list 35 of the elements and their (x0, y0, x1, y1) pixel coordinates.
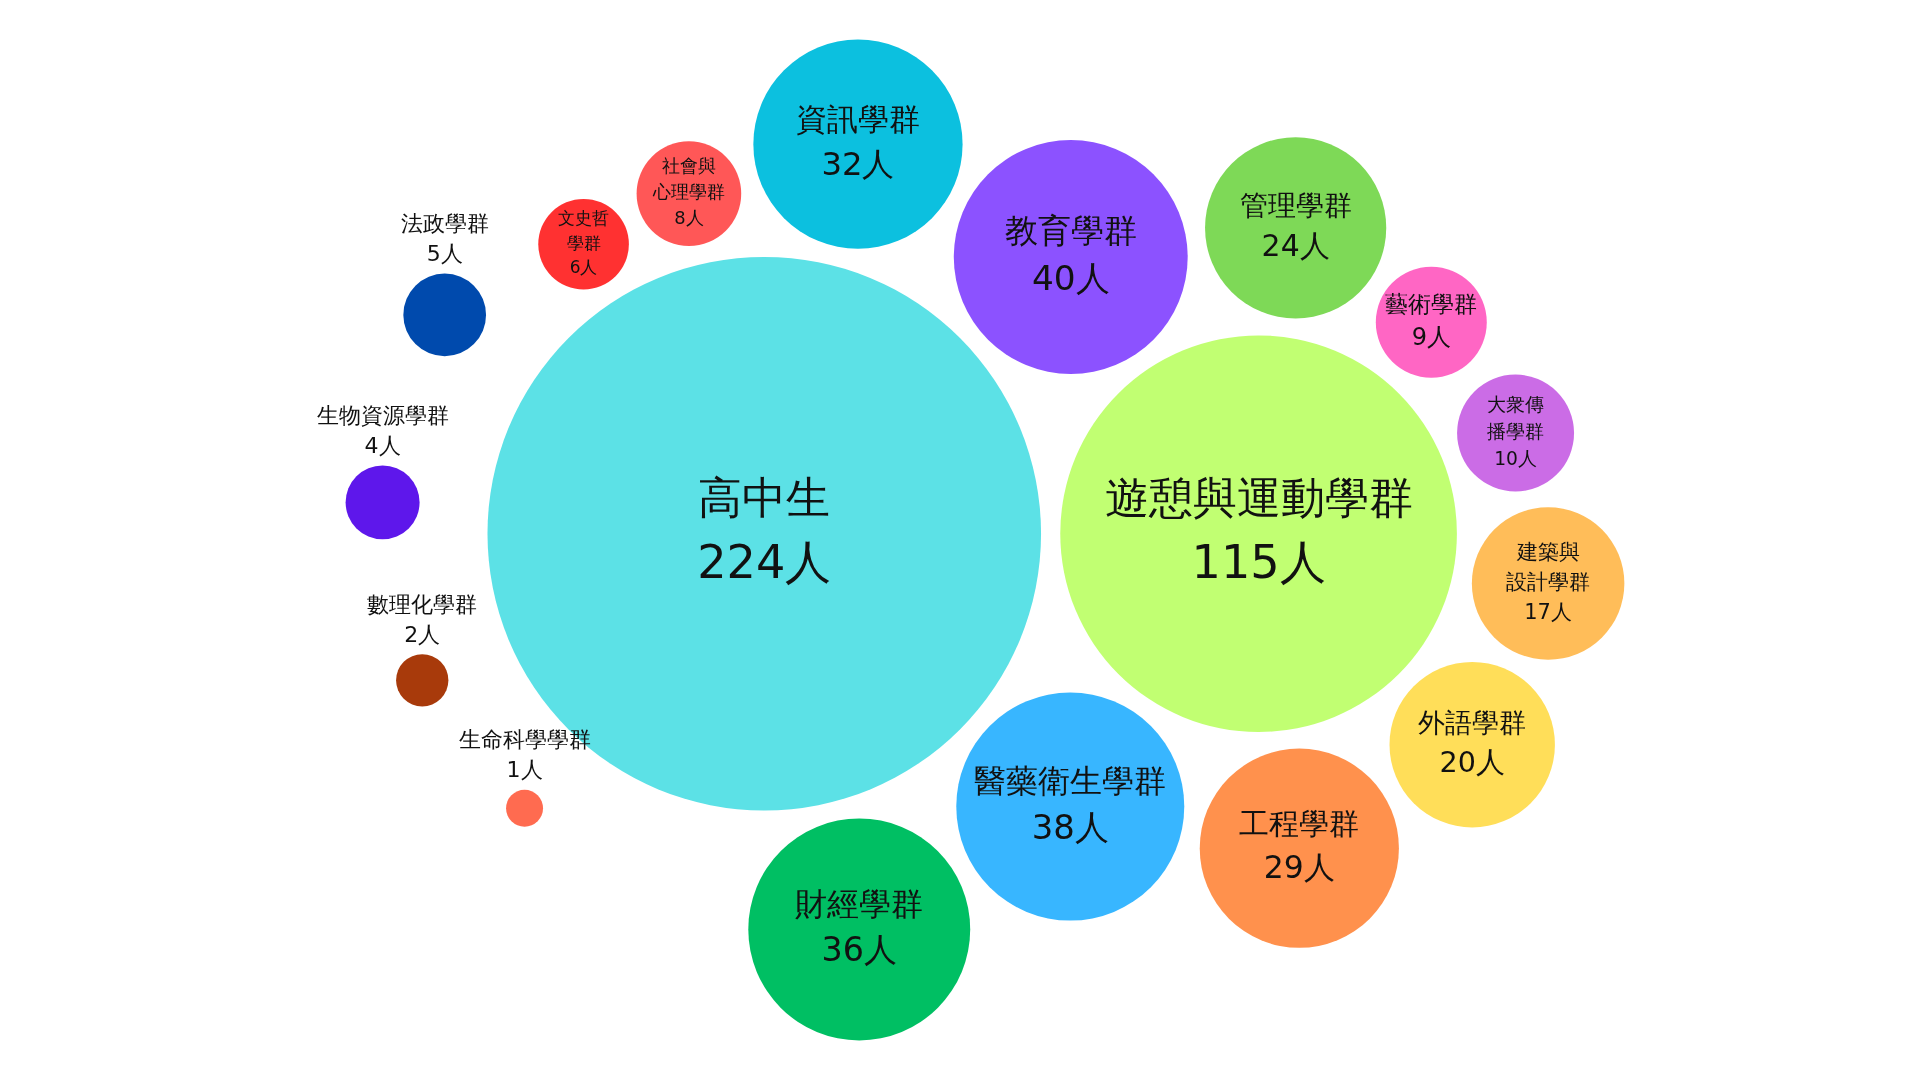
data-label: 8人 (674, 207, 704, 229)
data-label: 115人 (1191, 534, 1326, 589)
category-label: 文史哲學群 (558, 207, 610, 253)
category-label: 藝術學群 (1385, 290, 1478, 317)
category-label: 數理化學群 (367, 591, 478, 617)
data-label: 29人 (1263, 849, 1335, 886)
data-label: 32人 (821, 144, 895, 183)
data-label: 36人 (821, 930, 897, 970)
data-label: 2人 (404, 621, 441, 647)
data-label: 24人 (1261, 228, 1330, 264)
data-label: 10人 (1494, 447, 1537, 469)
category-label: 管理學群 (1239, 188, 1352, 222)
data-label: 4人 (364, 433, 401, 459)
category-label: 遊憩與運動學群 (1104, 472, 1413, 524)
category-label: 教育學群 (1004, 211, 1137, 250)
data-label: 224人 (697, 534, 832, 589)
category-label: 生物資源學群 (316, 403, 449, 429)
data-label: 40人 (1031, 257, 1110, 298)
data-label: 20人 (1439, 744, 1505, 779)
category-label: 社會與心理學群 (651, 155, 725, 203)
data-label: 1人 (506, 757, 543, 783)
category-label: 工程學群 (1239, 806, 1360, 842)
data-label: 38人 (1031, 807, 1109, 847)
data-label: 9人 (1411, 323, 1451, 352)
category-label: 大衆傳播學群 (1487, 393, 1545, 442)
category-label: 法政學群 (400, 211, 489, 237)
data-label: 6人 (569, 257, 598, 278)
category-label: 醫藥衛生學群 (974, 761, 1167, 800)
category-label: 高中生 (698, 472, 831, 524)
category-label: 資訊學群 (795, 100, 920, 137)
data-label: 5人 (426, 241, 463, 267)
category-label: 財經學群 (795, 885, 924, 922)
category-label: 建築與設計學群 (1506, 539, 1591, 594)
category-label: 外語學群 (1418, 707, 1527, 739)
data-label: 17人 (1524, 600, 1572, 625)
